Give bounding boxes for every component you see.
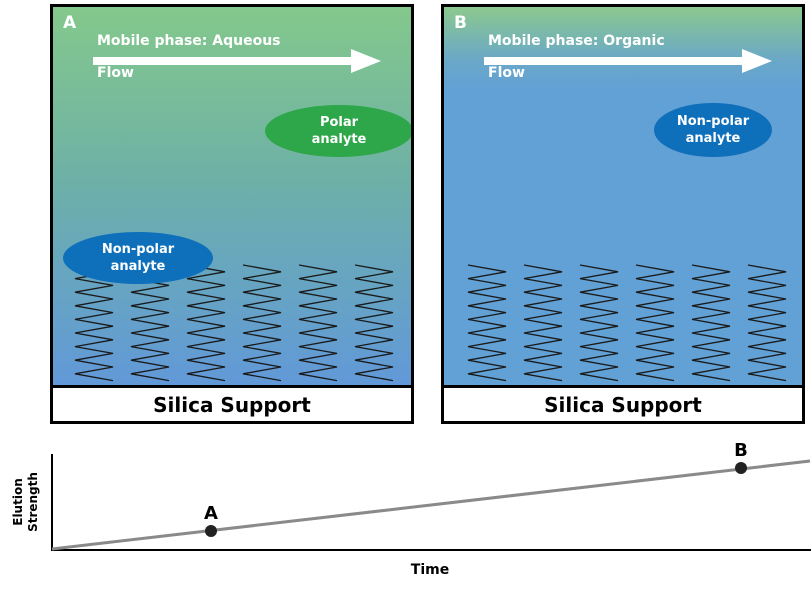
analyte-label: Non-polar analyte [101,242,175,274]
flow-arrow-icon [93,49,381,73]
mobile-phase-region: B Mobile phase: Organic Flow Non-polar a… [444,7,802,385]
alkyl-chain [74,264,114,382]
bonded-phase-chains [467,264,787,382]
flow-arrow-icon [484,49,772,73]
panel-a-aqueous: A Mobile phase: Aqueous Flow Polar analy… [50,4,414,424]
nonpolar-analyte: Non-polar analyte [654,103,772,157]
elution-strength-plot: A B Time Elution Strength [11,440,811,578]
y-axis-label-line1: Elution [11,478,25,526]
alkyl-chain [242,264,282,382]
flow-label: Flow [488,65,525,81]
elution-strength-line [51,459,811,551]
silica-support: Silica Support [53,385,411,421]
zigzag-chains [467,264,787,382]
silica-support: Silica Support [444,385,802,421]
alkyl-chain [523,264,563,382]
alkyl-chain [691,264,731,382]
x-axis-label: Time [411,562,449,578]
point-b-marker [735,462,747,474]
point-a-marker [205,525,217,537]
point-b-label: B [734,440,748,461]
alkyl-chain [747,264,787,382]
panel-b-organic: B Mobile phase: Organic Flow Non-polar a… [441,4,805,424]
flow-label: Flow [97,65,134,81]
panel-letter: B [454,13,467,33]
alkyl-chain [130,264,170,382]
alkyl-chain [579,264,619,382]
mobile-phase-label: Mobile phase: Organic [488,33,665,49]
polar-analyte: Polar analyte [265,105,411,157]
y-axis-label-line2: Strength [26,472,40,532]
alkyl-chain [467,264,507,382]
bonded-phase-chains [74,264,394,382]
alkyl-chain [298,264,338,382]
panel-letter: A [63,13,77,33]
alkyl-chain [635,264,675,382]
zigzag-chains [74,264,394,382]
mobile-phase-region: A Mobile phase: Aqueous Flow Polar analy… [53,7,411,385]
point-a-label: A [204,503,218,524]
analyte-label: Polar analyte [311,115,367,147]
mobile-phase-label: Mobile phase: Aqueous [97,33,281,49]
alkyl-chain [354,264,394,382]
nonpolar-analyte: Non-polar analyte [63,232,213,284]
alkyl-chain [186,264,226,382]
analyte-label: Non-polar analyte [676,114,750,146]
